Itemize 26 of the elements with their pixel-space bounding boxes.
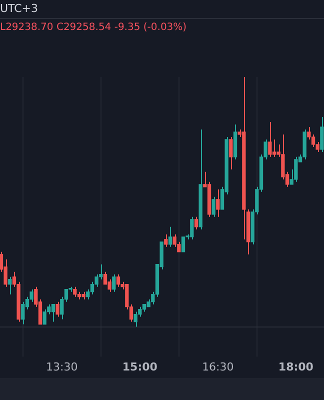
candlestick (164, 234, 168, 248)
candlestick (229, 136, 233, 170)
candlestick (181, 236, 186, 252)
candlestick (8, 276, 12, 295)
text: UTC+3 (0, 2, 38, 15)
candlestick (134, 311, 138, 328)
candlestick (168, 226, 172, 248)
candlestick (112, 274, 116, 292)
x-tick-label: 16:30 (202, 360, 234, 374)
text: L29238.70 C29258.54 -9.35 (-0.03%) (0, 22, 187, 33)
candlestick (42, 308, 46, 325)
candlestick (268, 121, 272, 158)
candlestick (320, 116, 324, 152)
candlestick (51, 304, 56, 322)
candlestick (194, 216, 198, 230)
candlestick (294, 156, 298, 182)
x-tick-label: 13:30 (46, 360, 78, 374)
candlestick (216, 188, 220, 218)
candlestick (116, 274, 120, 288)
x-tick-label: 15:00 (122, 360, 158, 374)
candlestick (73, 286, 77, 298)
candlestick (21, 301, 25, 325)
candlestick (56, 301, 60, 318)
candlestick (272, 138, 276, 158)
x-tick-label: 18:00 (278, 360, 314, 374)
candlestick (212, 196, 216, 218)
